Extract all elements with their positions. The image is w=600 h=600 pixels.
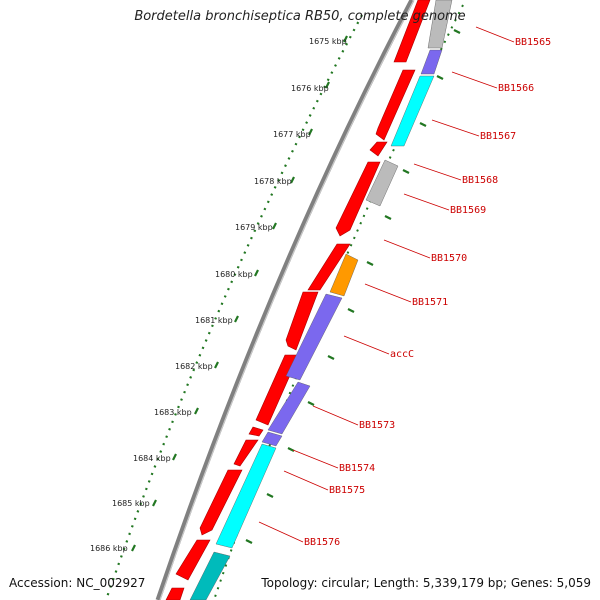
accession-label: Accession: NC_002927 bbox=[9, 576, 146, 590]
gene-cyan[interactable] bbox=[390, 75, 435, 147]
gene-purple[interactable] bbox=[261, 431, 283, 447]
gene-label[interactable]: BB1570 bbox=[431, 253, 467, 264]
gene-label[interactable]: BB1571 bbox=[412, 297, 448, 308]
kbp-tick-label: 1675 kbp bbox=[309, 37, 347, 46]
kbp-tick-label: 1685 kbp bbox=[112, 499, 150, 508]
gene-arrow[interactable] bbox=[285, 291, 319, 351]
gene-purple[interactable] bbox=[285, 293, 343, 381]
gene-cyan[interactable] bbox=[215, 443, 277, 549]
gene-label[interactable]: BB1568 bbox=[462, 175, 498, 186]
gene-arrow[interactable] bbox=[393, 0, 431, 63]
gene-arrow[interactable] bbox=[307, 243, 351, 291]
gene-purple[interactable] bbox=[420, 49, 443, 75]
gene-label[interactable]: BB1565 bbox=[515, 37, 551, 48]
gene-arrow[interactable] bbox=[369, 141, 388, 157]
ruler-dotted-line bbox=[104, 14, 363, 600]
gene-label[interactable]: BB1574 bbox=[339, 463, 375, 474]
gene-label[interactable]: BB1569 bbox=[450, 205, 486, 216]
gene-arrow[interactable] bbox=[165, 587, 185, 600]
inner-ruler-ticks bbox=[245, 29, 461, 544]
gene-label[interactable]: BB1573 bbox=[359, 420, 395, 431]
kbp-tick-label: 1679 kbp bbox=[235, 223, 273, 232]
kbp-tick-label: 1676 kbp bbox=[291, 84, 329, 93]
gene-gray[interactable] bbox=[365, 159, 399, 207]
kbp-tick-label: 1681 kbp bbox=[195, 316, 233, 325]
gene-label[interactable]: BB1566 bbox=[498, 83, 534, 94]
gene-arrow[interactable] bbox=[335, 161, 381, 237]
cds-forward-strand bbox=[189, 0, 453, 600]
gene-label[interactable]: BB1567 bbox=[480, 131, 516, 142]
kbp-tick-label: 1677 kbp bbox=[273, 130, 311, 139]
gene-labels: BB1565 BB1566 BB1567 BB1568 BB1569 BB157… bbox=[304, 37, 551, 548]
kbp-tick-label: 1678 kbp bbox=[254, 177, 292, 186]
kbp-tick-label: 1682 kbp bbox=[175, 362, 213, 371]
gene-label[interactable]: BB1575 bbox=[329, 485, 365, 496]
kbp-tick-label: 1683 kbp bbox=[154, 408, 192, 417]
gene-arrow[interactable] bbox=[375, 69, 416, 141]
gene-arrow[interactable] bbox=[199, 469, 243, 536]
gene-arrow[interactable] bbox=[175, 539, 211, 581]
gene-label[interactable]: accC bbox=[390, 349, 414, 360]
gene-label-leaders bbox=[258, 26, 515, 543]
gene-arrow[interactable] bbox=[233, 439, 259, 467]
gene-teal[interactable] bbox=[189, 551, 231, 600]
map-title: Bordetella bronchiseptica RB50, complete… bbox=[134, 9, 466, 24]
gene-gray[interactable] bbox=[427, 0, 453, 49]
gene-orange[interactable] bbox=[329, 253, 359, 297]
topology-label: Topology: circular; Length: 5,339,179 bp… bbox=[261, 576, 591, 590]
kbp-tick-label: 1680 kbp bbox=[215, 270, 253, 279]
gene-label[interactable]: BB1576 bbox=[304, 537, 340, 548]
genome-backbone-highlight bbox=[159, 0, 415, 600]
gene-purple[interactable] bbox=[267, 381, 311, 435]
kbp-tick-label: 1686 kbp bbox=[90, 544, 128, 553]
kbp-tick-labels: 1675 kbp 1676 kbp 1677 kbp 1678 kbp 1679… bbox=[90, 37, 347, 553]
genome-backbone bbox=[155, 0, 415, 600]
ruler-major-ticks bbox=[131, 35, 348, 552]
kbp-tick-label: 1684 kbp bbox=[133, 454, 171, 463]
gene-arrow[interactable] bbox=[248, 426, 264, 437]
